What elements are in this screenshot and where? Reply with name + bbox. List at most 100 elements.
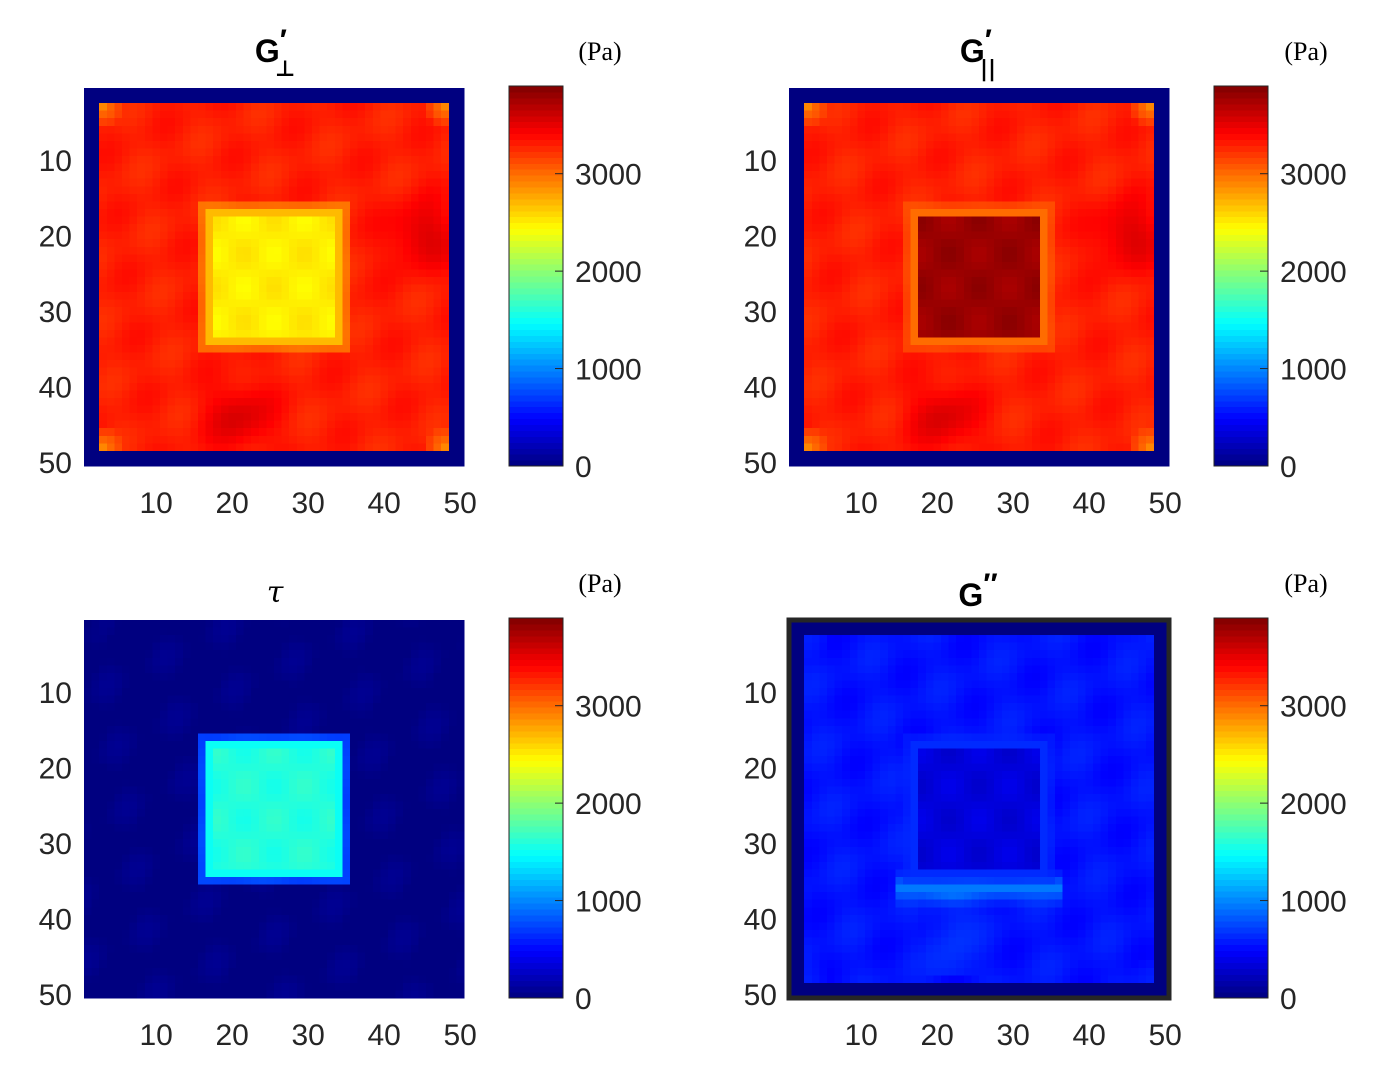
heatmap-cell	[266, 428, 275, 437]
heatmap-cell	[251, 224, 260, 233]
heatmap-cell	[91, 367, 100, 376]
heatmap-cell	[789, 246, 798, 255]
heatmap-cell	[236, 186, 245, 195]
heatmap-cell	[350, 261, 359, 271]
heatmap-cell	[334, 390, 343, 399]
heatmap-cell	[448, 118, 457, 127]
heatmap-cell	[152, 413, 161, 422]
heatmap-cell	[228, 413, 237, 422]
heatmap-cell	[91, 269, 100, 278]
heatmap-cell	[971, 375, 980, 384]
heatmap-cell	[1161, 224, 1170, 233]
heatmap-cell	[91, 239, 100, 248]
heatmap-cell	[144, 216, 153, 225]
heatmap-cell	[842, 110, 851, 119]
heatmap-cell	[811, 201, 820, 210]
heatmap-cell	[372, 103, 381, 112]
heatmap-cell	[895, 239, 904, 248]
heatmap-cell	[357, 163, 366, 172]
heatmap-cell	[190, 261, 199, 271]
heatmap-cell	[251, 322, 260, 331]
heatmap-cell	[350, 186, 359, 195]
heatmap-cell	[1001, 292, 1010, 301]
heatmap-cell	[819, 428, 828, 437]
heatmap-cell	[925, 208, 934, 218]
heatmap-cell	[1001, 178, 1010, 187]
heatmap-cell	[213, 239, 222, 248]
heatmap-cell	[827, 435, 836, 444]
heatmap-cell	[312, 163, 321, 172]
colorbar-step	[509, 192, 563, 200]
heatmap-cell	[319, 345, 328, 354]
heatmap-cell	[956, 88, 965, 97]
heatmap-cell	[205, 428, 214, 437]
heatmap-cell	[827, 208, 836, 218]
heatmap-cell	[395, 110, 404, 119]
heatmap-cell	[1070, 428, 1079, 437]
heatmap-cell	[887, 397, 896, 407]
heatmap-cell	[175, 110, 184, 119]
heatmap-cell	[1009, 254, 1018, 263]
heatmap-cell	[880, 163, 889, 172]
heatmap-cell	[849, 277, 858, 286]
heatmap-cell	[948, 322, 957, 331]
heatmap-cell	[865, 405, 874, 414]
heatmap-cell	[880, 307, 889, 316]
heatmap-cell	[1047, 428, 1056, 437]
heatmap-cell	[129, 224, 138, 233]
heatmap-cell	[948, 140, 957, 150]
heatmap-cell	[1047, 443, 1056, 452]
heatmap-cell	[948, 110, 957, 119]
heatmap-cell	[251, 345, 260, 354]
heatmap-cell	[258, 360, 267, 369]
heatmap-cell	[304, 140, 313, 150]
heatmap-cell	[243, 163, 252, 172]
heatmap-cell	[144, 201, 153, 210]
heatmap-cell	[388, 314, 397, 323]
heatmap-cell	[312, 458, 321, 467]
heatmap-cell	[266, 254, 275, 263]
heatmap-cell	[312, 413, 321, 422]
heatmap-cell	[827, 118, 836, 127]
heatmap-cell	[213, 458, 222, 467]
heatmap-cell	[220, 208, 229, 218]
heatmap-cell	[365, 224, 374, 233]
heatmap-cell	[1085, 125, 1094, 134]
heatmap-cell	[205, 367, 214, 376]
heatmap-cell	[789, 163, 798, 172]
heatmap-cell	[948, 171, 957, 180]
heatmap-cell	[129, 420, 138, 429]
heatmap-cell	[205, 140, 214, 150]
heatmap-cell	[963, 254, 972, 263]
heatmap-cell	[198, 405, 207, 414]
heatmap-cell	[1017, 163, 1026, 172]
heatmap-cell	[99, 171, 108, 180]
heatmap-cell	[887, 367, 896, 376]
heatmap-cell	[91, 261, 100, 271]
heatmap-cell	[304, 367, 313, 376]
heatmap-cell	[350, 307, 359, 316]
heatmap-cell	[418, 118, 427, 127]
heatmap-cell	[811, 352, 820, 361]
heatmap-cell	[865, 171, 874, 180]
heatmap-cell	[281, 413, 290, 422]
heatmap-cell	[1017, 193, 1026, 202]
heatmap-cell	[872, 405, 881, 414]
heatmap-cell	[448, 148, 457, 157]
heatmap-cell	[137, 435, 146, 444]
heatmap-cell	[106, 95, 115, 104]
heatmap-cell	[251, 397, 260, 407]
heatmap-cell	[857, 307, 866, 316]
heatmap-cell	[342, 322, 351, 331]
heatmap-cell	[918, 277, 927, 286]
heatmap-cell	[796, 322, 805, 331]
heatmap-cell	[903, 292, 912, 301]
heatmap-cell	[827, 163, 836, 172]
heatmap-cell	[296, 118, 305, 127]
heatmap-cell	[986, 148, 995, 157]
heatmap-cell	[1146, 171, 1155, 180]
heatmap-cell	[1070, 284, 1079, 293]
heatmap-cell	[426, 450, 435, 460]
heatmap-cell	[933, 148, 942, 157]
heatmap-cell	[1017, 329, 1026, 339]
